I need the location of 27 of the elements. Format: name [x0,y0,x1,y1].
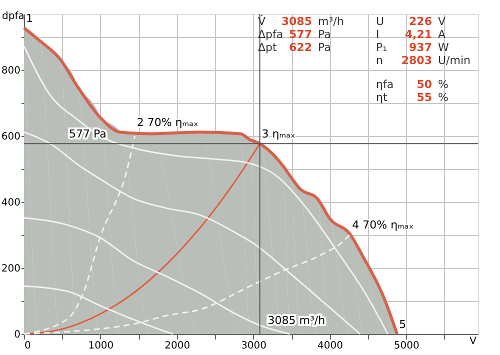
text: n 2803 U/min [376,54,471,67]
y-tick-label: 800 [1,66,20,77]
annotation: 1 [26,12,33,25]
y-tick-label: 200 [1,264,20,275]
x-tick-label: 1000 [88,340,114,352]
annotation: 2 70% ηₘₐₓ [136,116,198,130]
x-tick-label: 0 [24,340,31,352]
y-tick-label: 0 [14,330,20,340]
text: ηfa 50 % [376,78,448,91]
annotation: 3 ηₘₐₓ [262,128,296,141]
x-tick-label: 2000 [164,340,190,352]
text: U 226 V [376,15,446,28]
annotation: 4 70% ηₘₐₓ [352,218,414,232]
line-series [23,131,361,335]
text: P₁ 937 W [376,41,449,54]
x-axis-title: V [470,336,477,347]
ref-line-label: 3085 m³/h [268,314,326,327]
y-axis-title: dpfa [2,11,24,22]
y-tick-label: 600 [1,132,20,143]
x-tick-label: 4000 [317,340,343,352]
text: ηt 55 % [376,91,448,104]
x-tick-label: 3000 [241,340,267,352]
x-tick-label: 5000 [394,340,420,352]
ref-line-label: 577 Pa [69,128,106,141]
text: I 4,21 A [376,28,446,41]
y-tick-label: 400 [1,198,20,209]
annotation: 5 [399,318,406,331]
